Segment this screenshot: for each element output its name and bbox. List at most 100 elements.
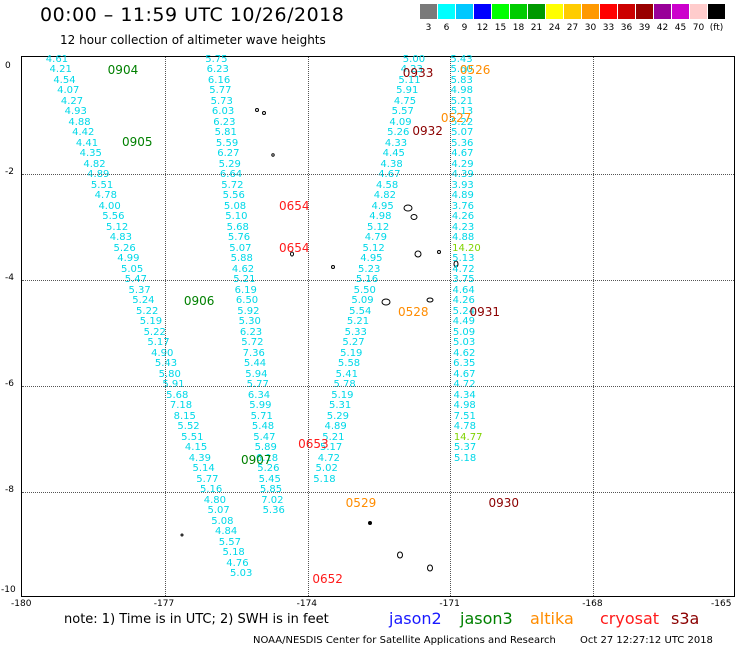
pass-time-label: 0653 <box>298 437 329 452</box>
wave-height-value: 4.75 <box>393 95 417 107</box>
wave-height-value: 5.85 <box>259 484 283 496</box>
wave-height-value: 5.03 <box>230 568 253 580</box>
wave-height-value: 5.12 <box>105 221 129 233</box>
wave-height-value: 4.26 <box>452 295 475 307</box>
color-swatch <box>492 4 509 19</box>
chart-subtitle: 12 hour collection of altimeter wave hei… <box>60 33 326 47</box>
color-swatch-label: 15 <box>494 23 507 33</box>
wave-height-value: 5.19 <box>331 389 354 401</box>
island-outlines <box>180 108 459 572</box>
color-swatch-label: 3 <box>425 23 432 33</box>
wave-height-value: 7.18 <box>169 400 193 412</box>
wave-height-value: 5.23 <box>358 263 381 275</box>
wave-height-value: 5.72 <box>221 179 244 191</box>
wave-height-value: 4.61 <box>45 53 69 65</box>
wave-height-value: 5.91 <box>396 85 419 97</box>
wave-height-value: 4.38 <box>380 158 403 170</box>
pass-time-label: 0931 <box>469 304 500 319</box>
wave-height-value: 4.72 <box>317 452 341 464</box>
wave-height-value: 4.29 <box>451 158 474 170</box>
wave-height-value: 5.92 <box>237 305 260 317</box>
wave-height-value: 5.22 <box>143 326 166 338</box>
grid-line-horizontal <box>22 491 734 493</box>
wave-height-value: 5.26 <box>387 127 410 139</box>
color-swatch <box>564 4 581 19</box>
wave-height-value: 4.15 <box>184 442 208 454</box>
grid-line-horizontal <box>22 279 734 281</box>
x-tick-label: -174 <box>296 599 318 609</box>
wave-height-value: 5.19 <box>340 347 363 359</box>
x-tick-label: -165 <box>711 599 732 609</box>
wave-height-value: 5.43 <box>450 53 473 65</box>
wave-height-value: 5.05 <box>121 263 144 275</box>
grid-line-horizontal <box>22 385 734 387</box>
wave-height-value: 8.15 <box>173 410 196 422</box>
wave-height-value: 5.14 <box>192 463 215 475</box>
generated-timestamp: Oct 27 12:27:12 UTC 2018 <box>580 635 713 646</box>
satellite-legend-s3a: s3a <box>671 609 700 628</box>
wave-height-value: 4.95 <box>371 200 394 212</box>
wave-height-value: 5.36 <box>262 505 285 517</box>
wave-height-value: 4.90 <box>151 347 174 359</box>
wave-height-value: 5.30 <box>238 316 261 328</box>
wave-height-value: 5.29 <box>218 158 241 170</box>
y-tick-label: -6 <box>5 378 14 389</box>
wave-height-value: 4.00 <box>98 200 121 212</box>
wave-height-value: 5.29 <box>326 410 349 422</box>
color-swatch-label: 18 <box>512 23 525 33</box>
wave-height-value: 5.47 <box>124 274 148 286</box>
wave-height-value: 7.02 <box>261 494 284 506</box>
wave-height-value: 5.10 <box>225 211 248 223</box>
color-swatch <box>438 4 455 19</box>
pass-time-label: 0907 <box>240 453 272 468</box>
wave-height-value: 5.91 <box>162 379 185 391</box>
wave-height-value: 4.99 <box>117 253 140 265</box>
wave-height-value: 5.00 <box>402 53 426 65</box>
chart-title: 00:00 – 11:59 UTC 10/26/2018 <box>40 4 345 26</box>
wave-height-value: 5.99 <box>249 400 272 412</box>
wave-height-value: 4.84 <box>215 526 238 538</box>
pass-time-label: 0529 <box>345 495 377 510</box>
color-swatch-label: 30 <box>584 23 597 33</box>
wave-height-value: 5.07 <box>207 505 230 517</box>
grid-line-vertical <box>450 57 452 596</box>
wave-height-value: 5.36 <box>451 137 474 149</box>
wave-height-value: 4.42 <box>72 127 95 139</box>
wave-height-value: 5.57 <box>391 106 414 118</box>
wave-height-value: 6.23 <box>239 326 263 338</box>
wave-height-value: 4.83 <box>109 232 132 244</box>
wave-height-value: 5.44 <box>243 358 267 370</box>
pass-time-label: 0654 <box>279 240 310 255</box>
wave-height-value: 5.47 <box>253 431 276 443</box>
wave-height-value: 4.21 <box>49 64 72 76</box>
wave-height-value: 5.80 <box>158 368 181 380</box>
credit-text: NOAA/NESDIS Center for Satellite Applica… <box>253 635 556 646</box>
wave-height-value: 5.17 <box>320 442 343 454</box>
wave-height-value: 5.76 <box>227 232 251 244</box>
wave-height-value: 4.64 <box>452 284 475 296</box>
wave-height-value: 4.45 <box>382 148 405 160</box>
wave-height-value: 4.26 <box>451 211 475 223</box>
wave-height-value: 5.56 <box>222 190 245 202</box>
pass-time-label: 0906 <box>183 293 215 308</box>
satellite-legend-cryosat: cryosat <box>600 609 660 628</box>
wave-height-value: 4.78 <box>453 421 476 433</box>
wave-height-value: 5.16 <box>355 274 379 286</box>
grid-line-vertical <box>593 57 595 596</box>
wave-height-value: 5.83 <box>450 74 473 86</box>
pass-time-label: 0933 <box>402 65 434 80</box>
wave-height-value: 5.77 <box>209 85 232 97</box>
wave-height-value: 6.23 <box>206 64 229 76</box>
x-tick-label: -171 <box>439 599 460 609</box>
wave-height-value: 5.45 <box>258 473 281 485</box>
color-swatch-label: 70 <box>692 23 705 33</box>
map-plot-area: 4.61 4.21 4.54 4.07 4.27 4.93 4.88 4.42 4.41 4.35… <box>21 53 735 597</box>
wave-height-value: 5.50 <box>353 284 376 296</box>
wave-height-value: 7.51 <box>453 410 476 422</box>
y-tick-label: -10 <box>1 585 16 595</box>
color-swatch <box>654 4 671 19</box>
y-tick-label: -8 <box>5 484 14 495</box>
color-swatch <box>420 4 437 19</box>
wave-height-value: 5.12 <box>367 221 390 233</box>
grid-line-horizontal <box>22 173 734 175</box>
